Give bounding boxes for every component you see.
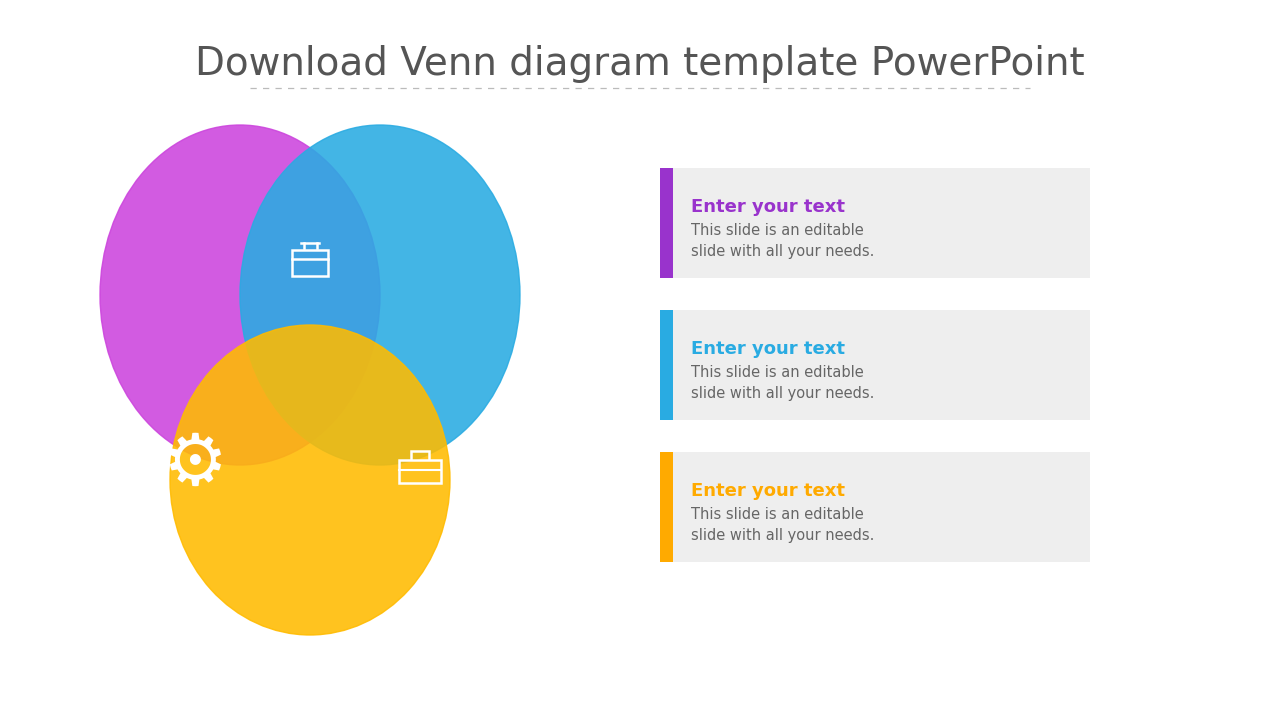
Text: ⚙: ⚙ (163, 431, 228, 500)
Text: This slide is an editable
slide with all your needs.: This slide is an editable slide with all… (691, 365, 874, 401)
Ellipse shape (241, 125, 520, 465)
Text: This slide is an editable
slide with all your needs.: This slide is an editable slide with all… (691, 507, 874, 543)
Ellipse shape (100, 125, 380, 465)
FancyBboxPatch shape (660, 452, 1091, 562)
Ellipse shape (170, 325, 451, 635)
Text: Enter your text: Enter your text (691, 198, 845, 216)
Text: Download Venn diagram template PowerPoint: Download Venn diagram template PowerPoin… (195, 45, 1085, 83)
FancyBboxPatch shape (660, 310, 1091, 420)
FancyBboxPatch shape (660, 452, 673, 562)
Text: Enter your text: Enter your text (691, 340, 845, 358)
FancyBboxPatch shape (660, 168, 673, 278)
Text: Enter your text: Enter your text (691, 482, 845, 500)
FancyBboxPatch shape (660, 310, 673, 420)
Text: This slide is an editable
slide with all your needs.: This slide is an editable slide with all… (691, 223, 874, 259)
FancyBboxPatch shape (660, 168, 1091, 278)
